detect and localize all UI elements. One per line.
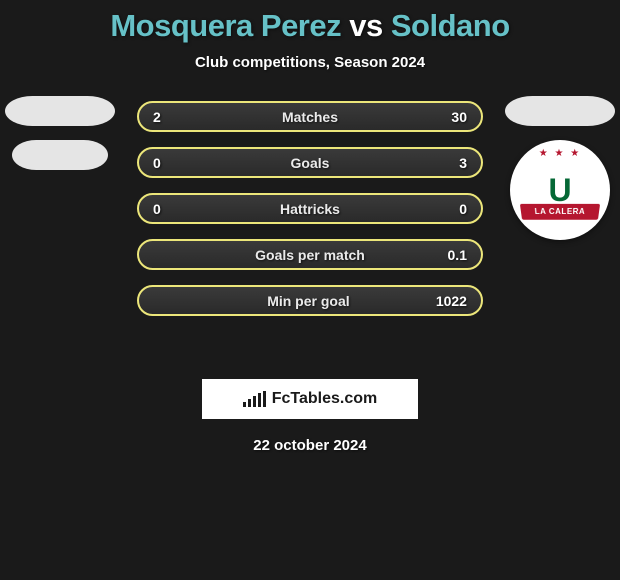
title-player2: Soldano: [391, 8, 510, 43]
stat-label: Hattricks: [280, 201, 340, 217]
stat-row-goals: 0 Goals 3: [137, 147, 483, 178]
stat-row-matches: 2 Matches 30: [137, 101, 483, 132]
stat-label: Min per goal: [267, 293, 349, 309]
bar-chart-icon: [243, 391, 266, 407]
stat-left-value: 0: [153, 155, 181, 171]
stat-right-value: 0.1: [439, 247, 467, 263]
club-badge-la-calera: ★ ★ ★ U LA CALERA: [510, 140, 610, 240]
stat-row-hattricks: 0 Hattricks 0: [137, 193, 483, 224]
club-badge-placeholder: [505, 96, 615, 126]
badge-column-left: [5, 96, 115, 170]
comparison-area: ★ ★ ★ U LA CALERA 2 Matches 30 0 Goals 3…: [0, 101, 620, 361]
stat-bars: 2 Matches 30 0 Goals 3 0 Hattricks 0 Goa…: [137, 101, 483, 316]
stat-row-goals-per-match: Goals per match 0.1: [137, 239, 483, 270]
club-badge-placeholder: [12, 140, 109, 170]
stat-left-value: 2: [153, 109, 181, 125]
footer-logo-text: FcTables.com: [272, 390, 378, 408]
title-vs: vs: [349, 8, 382, 43]
footer-date: 22 october 2024: [0, 437, 620, 454]
club-letter: U: [548, 172, 571, 209]
title-player1: Mosquera Perez: [110, 8, 341, 43]
stat-left-value: 0: [153, 201, 181, 217]
stat-row-min-per-goal: Min per goal 1022: [137, 285, 483, 316]
stat-right-value: 3: [439, 155, 467, 171]
stat-right-value: 1022: [436, 293, 467, 309]
badge-column-right: ★ ★ ★ U LA CALERA: [505, 96, 615, 240]
club-badge-placeholder: [5, 96, 115, 126]
stat-label: Matches: [282, 109, 338, 125]
stat-right-value: 30: [439, 109, 467, 125]
subtitle: Club competitions, Season 2024: [0, 54, 620, 71]
stars-icon: ★ ★ ★: [539, 148, 581, 159]
stat-label: Goals per match: [255, 247, 365, 263]
footer-logo: FcTables.com: [202, 379, 418, 419]
infographic-root: Mosquera Perez vs Soldano Club competiti…: [0, 0, 620, 454]
stat-label: Goals: [291, 155, 330, 171]
page-title: Mosquera Perez vs Soldano: [0, 8, 620, 44]
stat-right-value: 0: [439, 201, 467, 217]
